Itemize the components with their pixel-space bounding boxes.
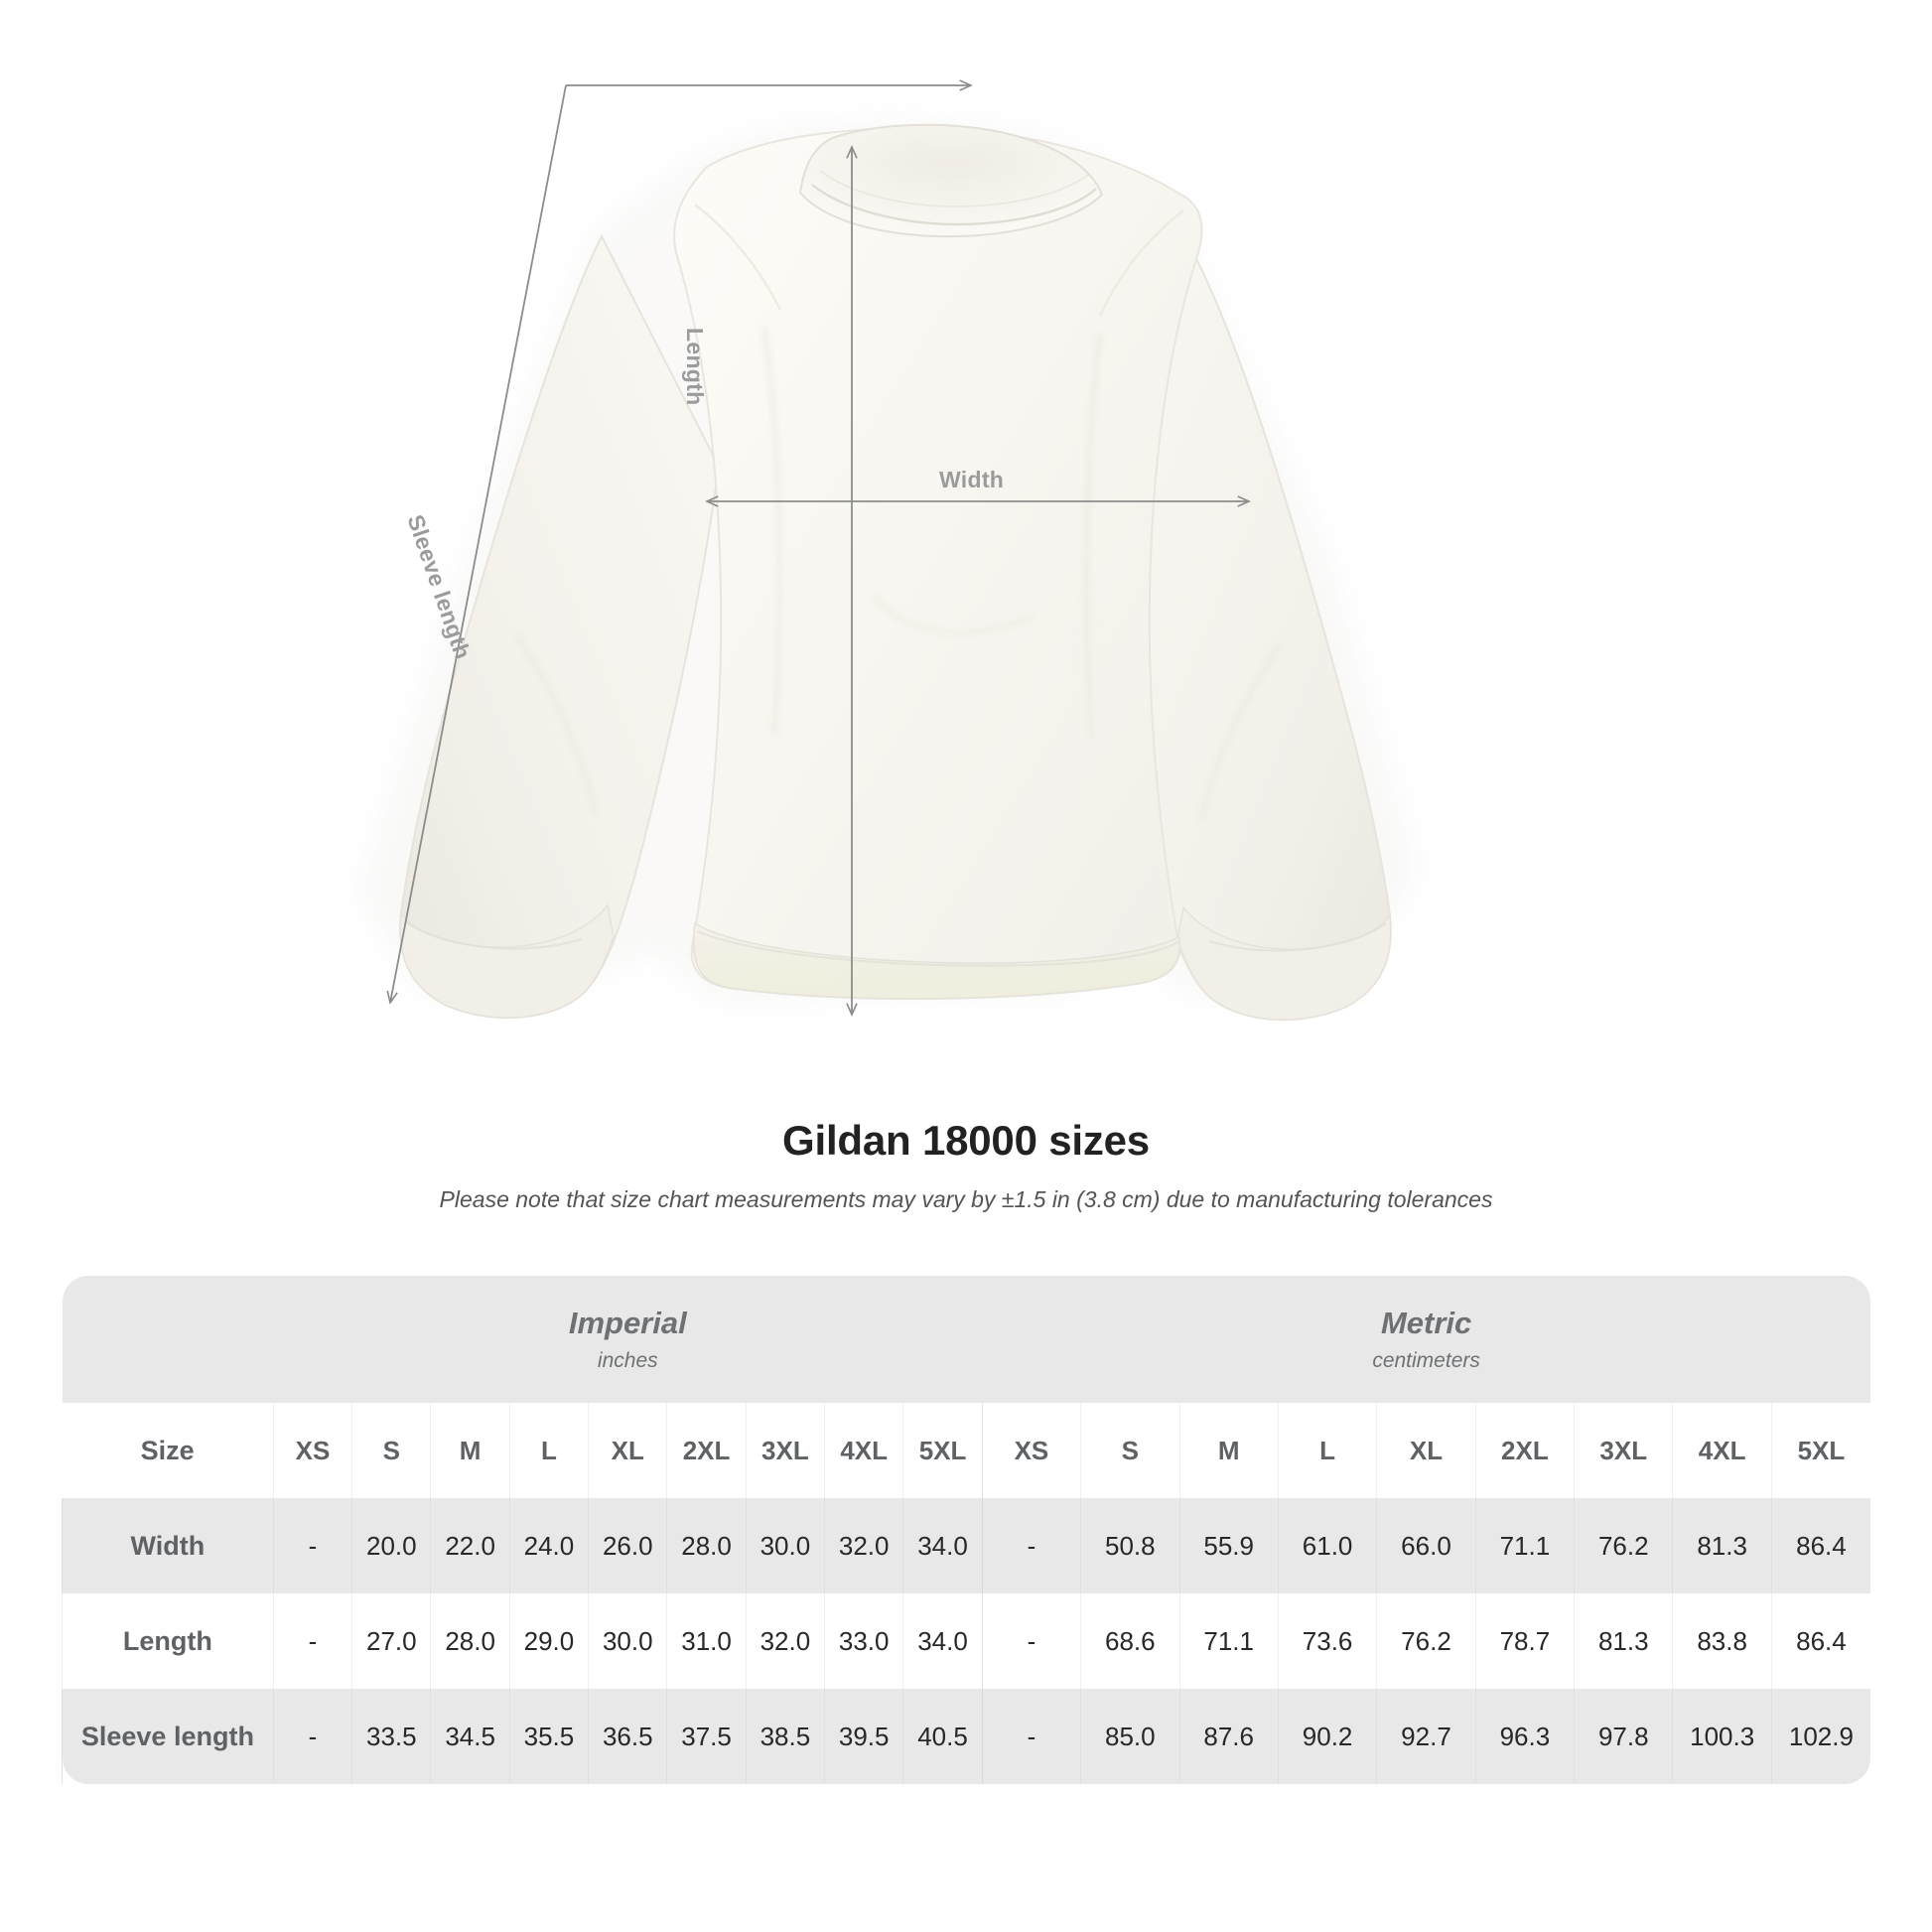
cell-sleeve-imperial-l: 35.5 xyxy=(508,1689,589,1784)
cell-length-imperial-s: 27.0 xyxy=(351,1593,431,1689)
length-label: Length xyxy=(682,328,708,406)
cell-width-metric-xl: 66.0 xyxy=(1376,1498,1476,1593)
cell-length-metric-s: 68.6 xyxy=(1080,1593,1179,1689)
cell-width-imperial-xl: 26.0 xyxy=(588,1498,667,1593)
cell-width-imperial-l: 24.0 xyxy=(508,1498,589,1593)
cell-width-imperial-m: 22.0 xyxy=(430,1498,510,1593)
cell-width-imperial-5xl: 34.0 xyxy=(902,1498,983,1593)
cell-sleeve-metric-l: 90.2 xyxy=(1277,1689,1377,1784)
cell-length-metric-xs: - xyxy=(981,1593,1081,1689)
cell-sleeve-metric-4xl: 100.3 xyxy=(1672,1689,1772,1784)
size-header-metric-2xl: 2XL xyxy=(1474,1403,1575,1498)
size-header-metric-3xl: 3XL xyxy=(1574,1403,1673,1498)
cell-sleeve-imperial-5xl: 40.5 xyxy=(902,1689,983,1784)
size-header-metric-4xl: 4XL xyxy=(1672,1403,1772,1498)
cell-width-metric-4xl: 81.3 xyxy=(1672,1498,1772,1593)
table-row-length: Length - 27.0 28.0 29.0 30.0 31.0 32.0 3… xyxy=(62,1593,1870,1689)
cell-length-metric-2xl: 78.7 xyxy=(1474,1593,1575,1689)
cell-width-imperial-xs: - xyxy=(272,1498,352,1593)
cell-length-metric-3xl: 81.3 xyxy=(1574,1593,1673,1689)
cell-sleeve-imperial-xs: - xyxy=(272,1689,352,1784)
cell-sleeve-metric-xl: 92.7 xyxy=(1376,1689,1476,1784)
cell-length-imperial-xl: 30.0 xyxy=(588,1593,667,1689)
cell-sleeve-metric-m: 87.6 xyxy=(1178,1689,1279,1784)
cell-sleeve-imperial-3xl: 38.5 xyxy=(745,1689,825,1784)
size-header-imperial-xs: XS xyxy=(272,1403,352,1498)
size-header-imperial-s: S xyxy=(351,1403,431,1498)
page-title: Gildan 18000 sizes xyxy=(782,1117,1150,1164)
unit-sub-metric: centimeters xyxy=(1372,1348,1480,1372)
cell-length-metric-xl: 76.2 xyxy=(1376,1593,1476,1689)
cell-width-imperial-4xl: 32.0 xyxy=(824,1498,903,1593)
cell-length-imperial-2xl: 31.0 xyxy=(666,1593,747,1689)
cell-width-metric-3xl: 76.2 xyxy=(1574,1498,1673,1593)
cell-sleeve-metric-2xl: 96.3 xyxy=(1474,1689,1575,1784)
title-block: Gildan 18000 sizes Please note that size… xyxy=(0,1117,1932,1213)
cell-length-imperial-4xl: 33.0 xyxy=(824,1593,903,1689)
size-table-wrapper: Imperial inches Metric centimeters Size … xyxy=(62,1276,1870,1784)
size-header-imperial-xl: XL xyxy=(588,1403,667,1498)
cell-width-imperial-s: 20.0 xyxy=(351,1498,431,1593)
size-header-metric-l: L xyxy=(1277,1403,1377,1498)
cell-sleeve-metric-s: 85.0 xyxy=(1080,1689,1179,1784)
cell-width-imperial-2xl: 28.0 xyxy=(666,1498,747,1593)
unit-header-spacer xyxy=(62,1276,274,1403)
cell-sleeve-imperial-2xl: 37.5 xyxy=(666,1689,747,1784)
cell-length-metric-l: 73.6 xyxy=(1277,1593,1377,1689)
unit-name-metric: Metric xyxy=(1380,1306,1472,1341)
size-header-label: Size xyxy=(62,1403,274,1498)
cell-length-imperial-5xl: 34.0 xyxy=(902,1593,983,1689)
size-header-imperial-5xl: 5XL xyxy=(902,1403,983,1498)
garment-diagram: Length Width Sleeve length xyxy=(357,79,1420,1022)
size-chart-table: Imperial inches Metric centimeters Size … xyxy=(62,1276,1870,1784)
cell-width-metric-s: 50.8 xyxy=(1080,1498,1179,1593)
row-label-sleeve-length: Sleeve length xyxy=(62,1689,274,1784)
size-header-metric-m: M xyxy=(1178,1403,1279,1498)
size-header-row: Size XS S M L XL 2XL 3XL 4XL 5XL XS S M … xyxy=(62,1403,1870,1498)
width-label: Width xyxy=(939,467,1005,492)
table-row-width: Width - 20.0 22.0 24.0 26.0 28.0 30.0 32… xyxy=(62,1498,1870,1593)
unit-header-imperial: Imperial inches xyxy=(273,1276,983,1403)
table-row-sleeve-length: Sleeve length - 33.5 34.5 35.5 36.5 37.5… xyxy=(62,1689,1870,1784)
cell-width-metric-2xl: 71.1 xyxy=(1474,1498,1575,1593)
cell-length-imperial-xs: - xyxy=(272,1593,352,1689)
size-header-imperial-4xl: 4XL xyxy=(824,1403,903,1498)
size-header-metric-xs: XS xyxy=(981,1403,1081,1498)
cell-length-metric-m: 71.1 xyxy=(1178,1593,1279,1689)
unit-header-row: Imperial inches Metric centimeters xyxy=(62,1276,1870,1403)
size-header-imperial-m: M xyxy=(430,1403,510,1498)
size-header-metric-xl: XL xyxy=(1376,1403,1476,1498)
cell-length-imperial-3xl: 32.0 xyxy=(745,1593,825,1689)
row-label-width: Width xyxy=(62,1498,274,1593)
size-header-metric-5xl: 5XL xyxy=(1770,1403,1870,1498)
cell-width-imperial-3xl: 30.0 xyxy=(745,1498,825,1593)
size-header-imperial-3xl: 3XL xyxy=(745,1403,825,1498)
unit-sub-imperial: inches xyxy=(597,1348,658,1372)
cell-length-imperial-m: 28.0 xyxy=(430,1593,510,1689)
row-label-length: Length xyxy=(62,1593,274,1689)
unit-header-metric: Metric centimeters xyxy=(982,1276,1870,1403)
cell-sleeve-imperial-m: 34.5 xyxy=(430,1689,510,1784)
cell-length-imperial-l: 29.0 xyxy=(508,1593,589,1689)
cell-width-metric-5xl: 86.4 xyxy=(1770,1498,1870,1593)
tolerance-note: Please note that size chart measurements… xyxy=(439,1186,1493,1212)
cell-length-metric-5xl: 86.4 xyxy=(1770,1593,1870,1689)
cell-width-metric-m: 55.9 xyxy=(1178,1498,1279,1593)
size-header-imperial-l: L xyxy=(508,1403,589,1498)
cell-sleeve-metric-5xl: 102.9 xyxy=(1770,1689,1870,1784)
cell-width-metric-xs: - xyxy=(981,1498,1081,1593)
cell-length-metric-4xl: 83.8 xyxy=(1672,1593,1772,1689)
size-header-metric-s: S xyxy=(1080,1403,1179,1498)
unit-name-imperial: Imperial xyxy=(568,1306,687,1341)
cell-sleeve-metric-xs: - xyxy=(981,1689,1081,1784)
size-header-imperial-2xl: 2XL xyxy=(666,1403,747,1498)
sweatshirt-image xyxy=(357,119,1420,1022)
cell-sleeve-imperial-xl: 36.5 xyxy=(588,1689,667,1784)
cell-width-metric-l: 61.0 xyxy=(1277,1498,1377,1593)
cell-sleeve-imperial-s: 33.5 xyxy=(351,1689,431,1784)
cell-sleeve-metric-3xl: 97.8 xyxy=(1574,1689,1673,1784)
cell-sleeve-imperial-4xl: 39.5 xyxy=(824,1689,903,1784)
